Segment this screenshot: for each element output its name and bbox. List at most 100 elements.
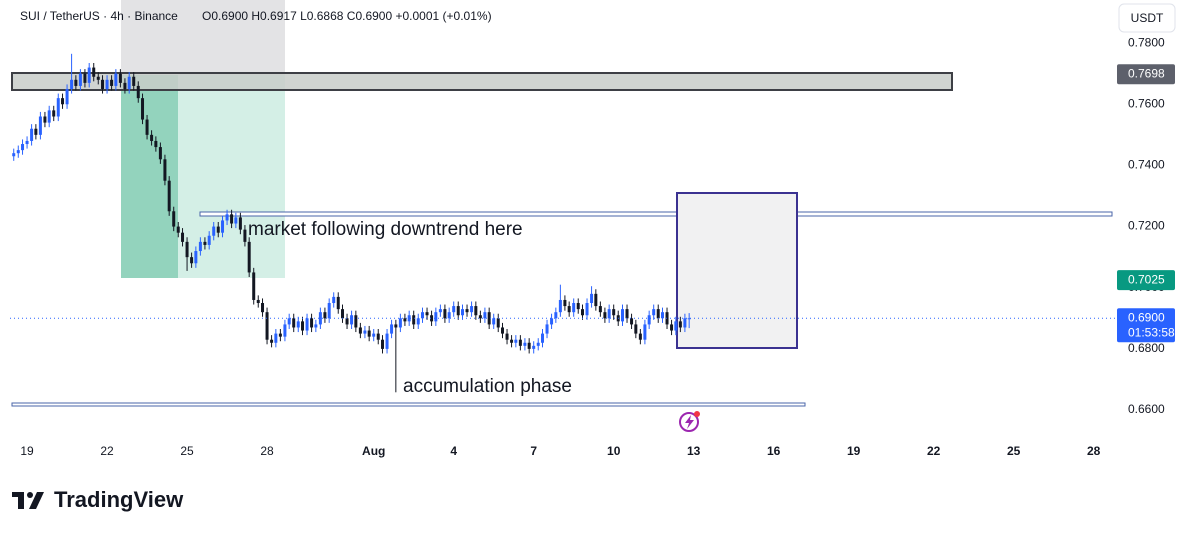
candle-body [212, 226, 216, 236]
x-tick-label: 10 [607, 444, 621, 458]
candle-body [558, 299, 562, 313]
candle-body [443, 309, 447, 319]
candle-body [545, 324, 549, 334]
candle-body [421, 312, 425, 319]
candle-body [416, 318, 420, 325]
currency: USDT [1131, 11, 1164, 25]
candle-body [496, 318, 500, 328]
candle-body [590, 293, 594, 304]
y-tick-label: 0.6600 [1128, 402, 1165, 416]
x-tick-label: 4 [450, 444, 457, 458]
price-badge [1117, 308, 1175, 343]
candle-body [141, 98, 145, 120]
y-tick-label: 0.7200 [1128, 219, 1165, 233]
candle-body [341, 309, 345, 319]
x-tick-label: 16 [767, 444, 781, 458]
candle-body [430, 315, 434, 322]
candle-body [643, 324, 647, 340]
x-tick-label: 22 [927, 444, 941, 458]
candle-body [203, 241, 207, 245]
candle-body [21, 144, 25, 151]
candle-body [505, 333, 509, 340]
x-tick-label: 25 [180, 444, 194, 458]
chart-title: SUI / TetherUS · 4h · Binance [20, 9, 178, 23]
candle-body [194, 251, 198, 264]
candle-body [16, 150, 20, 154]
candle-body [394, 324, 398, 328]
candle-body [381, 339, 385, 349]
candle-body [438, 309, 442, 313]
candle-body [687, 318, 691, 320]
candle-body [118, 73, 122, 83]
price-badge-label: 0.7698 [1128, 66, 1165, 80]
candle-body [336, 296, 340, 310]
y-tick-label: 0.7400 [1128, 158, 1165, 172]
candle-body [607, 309, 611, 319]
candle-body [101, 79, 105, 89]
candle-body [123, 82, 127, 89]
candle-body [638, 333, 642, 340]
candle-body [461, 309, 465, 316]
price-badge-label: 0.7025 [1128, 272, 1165, 286]
candle-body [363, 330, 367, 334]
candle-body [376, 333, 380, 340]
candle-body [660, 312, 664, 319]
candle-body [185, 241, 189, 258]
candle-body [261, 303, 265, 313]
x-tick-label: 13 [687, 444, 701, 458]
y-tick-label: 0.6800 [1128, 341, 1165, 355]
candle-body [25, 140, 29, 145]
candle-body [74, 79, 78, 86]
candle-body [483, 312, 487, 319]
candle-body [567, 306, 571, 313]
candle-body [563, 299, 567, 307]
candle-body [327, 303, 331, 319]
candle-body [358, 327, 362, 334]
candle-body [487, 312, 491, 325]
candle-body [403, 318, 407, 322]
candle-body [585, 303, 589, 316]
candle-body [612, 309, 616, 316]
candle-body [678, 321, 682, 328]
candle-body [87, 67, 91, 83]
candle-body [265, 312, 269, 340]
candle-body [256, 299, 260, 304]
candle-body [225, 214, 229, 221]
candle-body [541, 333, 545, 343]
candle-body [301, 321, 305, 331]
x-tick-label: 19 [20, 444, 34, 458]
candle-body [425, 312, 429, 316]
annotation: market following downtrend here [248, 219, 523, 240]
candle-body [296, 321, 300, 328]
candle-body [452, 306, 456, 313]
candle-body [434, 312, 438, 322]
candle-body [114, 73, 118, 86]
candle-body [620, 309, 624, 322]
candle-body [172, 211, 176, 227]
candle-body [238, 217, 242, 230]
x-tick-label: 25 [1007, 444, 1021, 458]
candle-body [176, 226, 180, 233]
candle-body [207, 235, 211, 245]
candle-body [110, 79, 114, 86]
resistance-zone [11, 72, 953, 91]
alert-icon [679, 411, 700, 432]
candle-body [390, 324, 394, 334]
candle-body [252, 272, 256, 300]
candle-body [474, 306, 478, 316]
brand-logo [12, 492, 44, 509]
candle-body [278, 333, 282, 337]
candle-body [243, 229, 247, 242]
candle-body [598, 306, 602, 313]
candle-body [536, 342, 540, 346]
candle-body [70, 79, 74, 89]
candle-body [136, 85, 140, 99]
candle-body [92, 67, 96, 77]
candle-body [283, 324, 287, 337]
candle-body [634, 324, 638, 334]
candle-body [52, 110, 56, 117]
candle-body [665, 312, 669, 325]
candle-body [270, 339, 274, 343]
